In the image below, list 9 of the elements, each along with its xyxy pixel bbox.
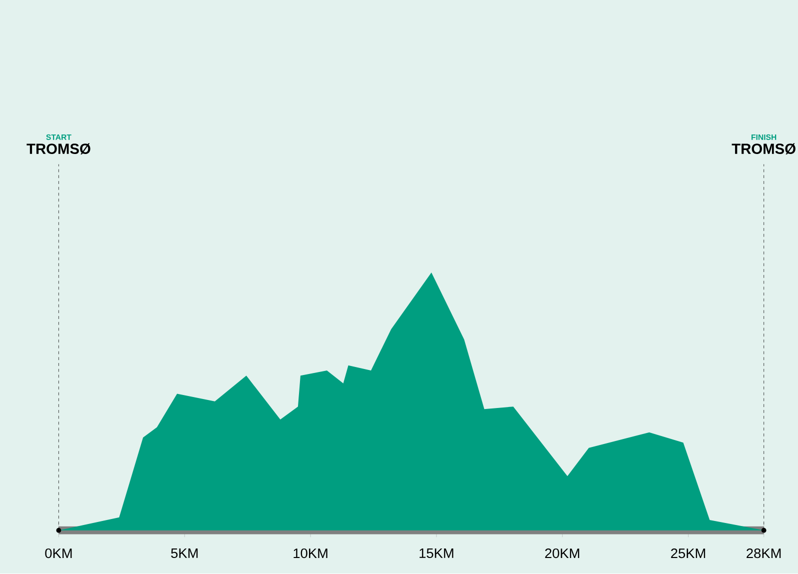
ref-line-label: TROMSØ [26,144,90,155]
x-tick-label: 25KM [671,548,706,558]
x-tick-label: 28KM [746,548,781,558]
x-tick-label: 20KM [545,548,580,558]
x-tick-label: 10KM [294,548,328,558]
x-tick-label: 5KM [171,548,198,558]
ref-line-label: TROMSØ [732,144,796,155]
x-tick-label: 15KM [420,548,454,558]
x-tick-label: 0KM [45,548,72,558]
